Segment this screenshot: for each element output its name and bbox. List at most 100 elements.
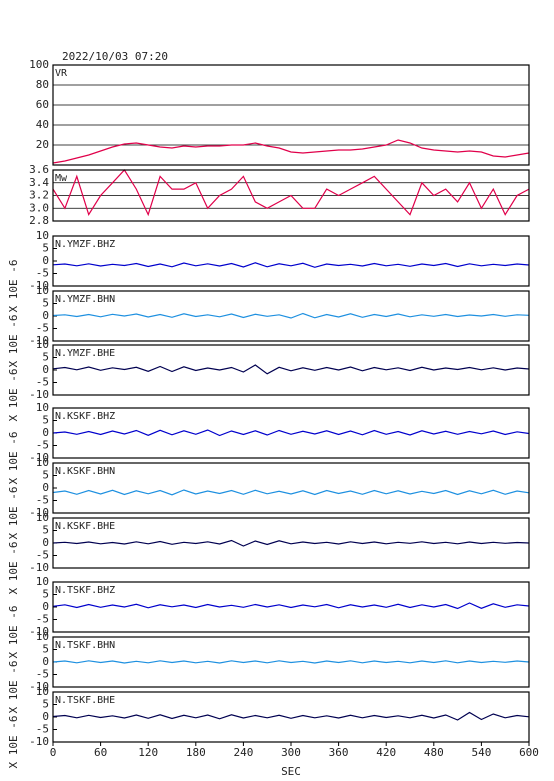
y-tick-label: 0 (42, 363, 49, 376)
panel-label: N.TSKF.BHE (55, 695, 115, 706)
y-tick-label: -10 (29, 279, 49, 292)
y-tick-label: -10 (29, 561, 49, 574)
y-tick-label: 0 (42, 481, 49, 494)
panel-frame (52, 517, 530, 569)
y-tick-label: -10 (29, 334, 49, 347)
trace-line (52, 262, 530, 268)
panel-label: N.KSKF.BHE (55, 521, 115, 532)
y-tick-label: 80 (36, 78, 49, 91)
panel-frame (52, 691, 530, 743)
x-axis-label: SEC (281, 765, 301, 778)
y-tick-label: -5 (36, 494, 49, 507)
y-tick-label: 5 (42, 469, 49, 482)
y-tick-label: -10 (29, 451, 49, 464)
y-tick-label: -5 (36, 376, 49, 389)
y-tick-label: 40 (36, 118, 49, 131)
panel-label: N.YMZF.BHE (55, 348, 115, 359)
y-tick-label: 10 (36, 456, 49, 469)
trace-line (52, 169, 530, 217)
y-tick-label: 0 (42, 426, 49, 439)
y-tick-label: -5 (36, 267, 49, 280)
trace-line (52, 312, 530, 319)
y-tick-label: 10 (36, 511, 49, 524)
y-tick-label: 10 (36, 685, 49, 698)
panel-label: N.YMZF.BHN (55, 294, 115, 305)
y-tick-label: -10 (29, 625, 49, 638)
y-tick-label: 5 (42, 698, 49, 711)
y-tick-label: 10 (36, 575, 49, 588)
y-axis-label: X 10E -6 (7, 260, 20, 313)
x-tick-label: 540 (471, 746, 491, 759)
y-tick-label: 5 (42, 524, 49, 537)
panel-label: N.TSKF.BHZ (55, 585, 115, 596)
panel-frame (52, 581, 530, 633)
y-axis-label: X 10E -6 (7, 716, 20, 769)
y-tick-label: 10 (36, 338, 49, 351)
trace-line (52, 429, 530, 437)
x-tick-label: 240 (233, 746, 253, 759)
chart-title: 2022/10/03 07:20 (62, 50, 168, 63)
x-tick-label: 300 (281, 746, 301, 759)
y-axis-label: X 10E -6 (7, 487, 20, 540)
trace-line (52, 660, 530, 664)
panel-frame (52, 235, 530, 287)
x-tick-label: 120 (138, 746, 158, 759)
y-tick-label: 0 (42, 536, 49, 549)
y-tick-label: 5 (42, 351, 49, 364)
panel-label: N.KSKF.BHN (55, 466, 115, 477)
panel-frame (52, 169, 530, 222)
y-axis-label: X 10E -6 (7, 315, 20, 368)
y-axis-label: X 10E -6 (7, 432, 20, 485)
x-tick-label: 420 (376, 746, 396, 759)
x-tick-label: 600 (519, 746, 539, 759)
y-tick-label: 10 (36, 401, 49, 414)
panel-frame (52, 462, 530, 514)
x-tick-label: 0 (50, 746, 57, 759)
y-tick-label: -5 (36, 439, 49, 452)
y-tick-label: -5 (36, 549, 49, 562)
y-tick-label: -5 (36, 723, 49, 736)
panel-frame (52, 636, 530, 688)
y-tick-label: 5 (42, 643, 49, 656)
y-axis-label: X 10E -6 (7, 542, 20, 595)
y-axis-label: X 10E -6 (7, 369, 20, 422)
y-tick-label: 10 (36, 630, 49, 643)
y-tick-label: -5 (36, 668, 49, 681)
panel-frame (52, 64, 530, 166)
y-tick-label: 5 (42, 242, 49, 255)
x-tick-label: 60 (94, 746, 107, 759)
y-tick-label: 100 (29, 58, 49, 71)
panel-label: VR (55, 68, 68, 79)
trace-line (52, 364, 530, 375)
y-tick-label: 0 (42, 710, 49, 723)
x-tick-label: 360 (329, 746, 349, 759)
y-tick-label: 3.2 (29, 189, 49, 202)
y-tick-label: 3.0 (29, 201, 49, 214)
y-tick-label: -10 (29, 388, 49, 401)
trace-line (52, 711, 530, 721)
y-tick-label: -10 (29, 680, 49, 693)
y-tick-label: 10 (36, 229, 49, 242)
panel-label: Mw (55, 173, 68, 184)
y-tick-label: 5 (42, 297, 49, 310)
trace-line (52, 539, 530, 547)
y-axis-label: X 10E -6 (7, 661, 20, 714)
y-tick-label: 60 (36, 98, 49, 111)
panel-label: N.KSKF.BHZ (55, 411, 115, 422)
y-tick-label: 0 (42, 600, 49, 613)
y-tick-label: 20 (36, 138, 49, 151)
panel-frame (52, 290, 530, 342)
y-tick-label: -5 (36, 322, 49, 335)
panel-label: N.TSKF.BHN (55, 640, 115, 651)
y-axis-label: X 10E -6 (7, 606, 20, 659)
y-tick-label: 5 (42, 414, 49, 427)
trace-line (52, 489, 530, 496)
y-tick-label: 5 (42, 588, 49, 601)
y-tick-label: 3.6 (29, 163, 49, 176)
y-tick-label: 0 (42, 655, 49, 668)
y-tick-label: 3.4 (29, 176, 49, 189)
x-tick-label: 180 (186, 746, 206, 759)
trace-line (52, 139, 530, 164)
y-tick-label: -10 (29, 735, 49, 748)
